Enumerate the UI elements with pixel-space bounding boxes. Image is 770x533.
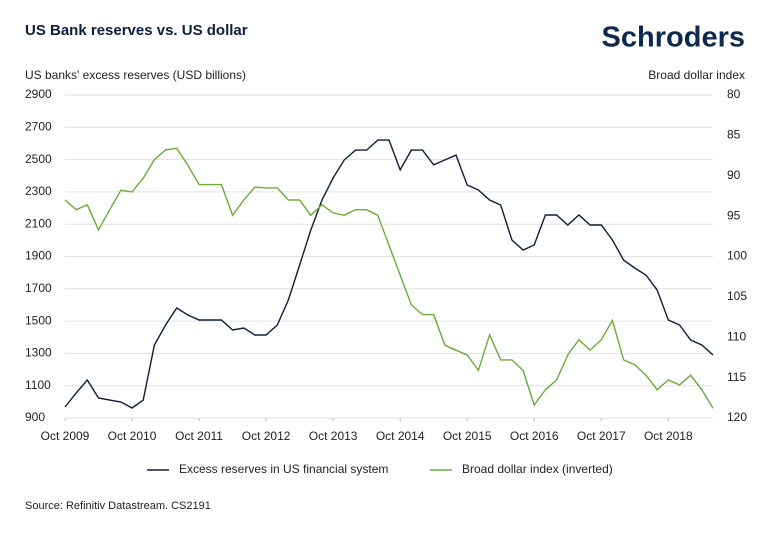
y-tick-label: 2700 xyxy=(25,119,52,133)
x-tick-label: Oct 2012 xyxy=(242,429,291,443)
y-axis-title: US banks' excess reserves (USD billions) xyxy=(25,68,246,82)
y2-tick-label: 105 xyxy=(727,289,747,303)
y-tick-label: 2100 xyxy=(25,216,52,230)
y2-tick-label: 85 xyxy=(727,128,741,142)
y-tick-label: 2500 xyxy=(25,152,52,166)
y-tick-label: 1300 xyxy=(25,346,52,360)
x-tick-label: Oct 2017 xyxy=(577,429,626,443)
legend-label: Broad dollar index (inverted) xyxy=(462,462,613,476)
chart-title: US Bank reserves vs. US dollar xyxy=(25,22,248,39)
y2-tick-label: 95 xyxy=(727,208,741,222)
y-tick-label: 900 xyxy=(25,410,45,424)
y2-tick-label: 100 xyxy=(727,249,747,263)
brand-logo: Schroders xyxy=(602,22,745,54)
x-tick-label: Oct 2013 xyxy=(309,429,358,443)
y2-tick-label: 120 xyxy=(727,410,747,424)
x-tick-label: Oct 2018 xyxy=(644,429,693,443)
y2-tick-label: 110 xyxy=(727,329,746,343)
y-tick-label: 2300 xyxy=(25,184,52,198)
y2-tick-label: 80 xyxy=(727,87,741,101)
legend-label: Excess reserves in US financial system xyxy=(179,462,388,476)
y-tick-label: 1700 xyxy=(25,281,52,295)
y2-axis-title: Broad dollar index xyxy=(648,68,745,82)
series-line xyxy=(64,147,714,409)
x-tick-label: Oct 2015 xyxy=(443,429,492,443)
x-tick-label: Oct 2011 xyxy=(175,429,223,443)
y-tick-label: 2900 xyxy=(25,87,52,101)
y-tick-label: 1100 xyxy=(25,378,51,392)
x-tick-label: Oct 2016 xyxy=(510,429,559,443)
source-note: Source: Refinitiv Datastream. CS2191 xyxy=(25,500,211,512)
series-line xyxy=(64,139,714,409)
y-tick-label: 1900 xyxy=(25,249,52,263)
y-tick-label: 1500 xyxy=(25,313,52,327)
x-tick-label: Oct 2010 xyxy=(108,429,157,443)
x-tick-label: Oct 2009 xyxy=(41,429,90,443)
y2-tick-label: 90 xyxy=(727,168,741,182)
x-tick-label: Oct 2014 xyxy=(376,429,425,443)
y2-tick-label: 115 xyxy=(727,370,746,384)
